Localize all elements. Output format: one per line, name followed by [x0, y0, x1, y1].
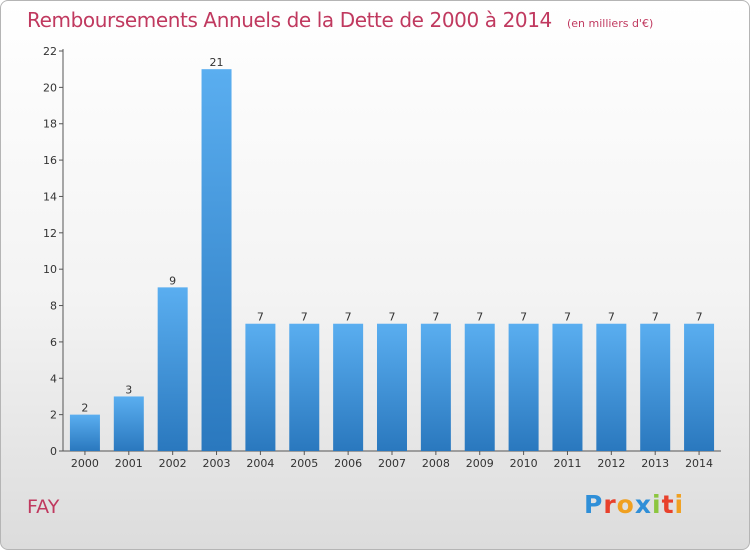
- chart-title-block: Remboursements Annuels de la Dette de 20…: [27, 8, 653, 32]
- y-tick-label: 4: [50, 372, 57, 385]
- y-tick-label: 14: [43, 190, 57, 203]
- bar: [552, 323, 583, 451]
- bar-value-label: 7: [432, 311, 439, 324]
- bar: [289, 323, 320, 451]
- bar-value-label: 7: [389, 311, 396, 324]
- y-tick-label: 12: [43, 227, 57, 240]
- y-tick-label: 0: [50, 445, 57, 458]
- bar: [420, 323, 451, 451]
- bar: [69, 414, 100, 451]
- y-tick-label: 2: [50, 409, 57, 422]
- x-tick-label: 2005: [290, 457, 318, 470]
- bar-value-label: 3: [125, 383, 132, 396]
- bar: [596, 323, 627, 451]
- bar: [333, 323, 364, 451]
- chart-title: Remboursements Annuels de la Dette de 20…: [27, 8, 552, 32]
- y-tick-label: 8: [50, 300, 57, 313]
- x-tick-label: 2009: [466, 457, 494, 470]
- x-tick-label: 2014: [685, 457, 713, 470]
- commune-name: FAY: [27, 496, 60, 518]
- x-tick-label: 2012: [597, 457, 625, 470]
- x-tick-label: 2008: [422, 457, 450, 470]
- y-tick-label: 22: [43, 45, 57, 58]
- bar-value-label: 7: [652, 311, 659, 324]
- bar: [640, 323, 671, 451]
- bar-value-label: 21: [210, 56, 224, 69]
- x-tick-label: 2003: [203, 457, 231, 470]
- logo-letter: i: [652, 490, 662, 519]
- logo-letter: o: [616, 490, 635, 519]
- x-tick-label: 2010: [510, 457, 538, 470]
- x-tick-label: 2013: [641, 457, 669, 470]
- bar-value-label: 7: [301, 311, 308, 324]
- logo-letter: r: [603, 490, 617, 519]
- bar: [377, 323, 407, 451]
- bar-value-label: 7: [696, 311, 703, 324]
- y-tick-label: 20: [43, 81, 57, 94]
- bar: [113, 396, 144, 451]
- x-tick-label: 2000: [71, 457, 99, 470]
- y-tick-label: 18: [43, 118, 57, 131]
- y-tick-label: 16: [43, 154, 57, 167]
- x-tick-label: 2001: [115, 457, 143, 470]
- bar-value-label: 9: [169, 274, 176, 287]
- bar-value-label: 7: [564, 311, 571, 324]
- bar-value-label: 7: [608, 311, 615, 324]
- y-tick-label: 6: [50, 336, 57, 349]
- y-tick-label: 10: [43, 263, 57, 276]
- logo-letter: t: [661, 490, 675, 519]
- bar-value-label: 2: [81, 402, 88, 415]
- chart-subtitle: (en milliers d'€): [566, 17, 654, 30]
- bar: [157, 287, 188, 451]
- logo-letter: i: [674, 490, 685, 519]
- bar: [464, 323, 495, 451]
- x-tick-label: 2011: [553, 457, 581, 470]
- logo-letter: P: [584, 490, 604, 519]
- bar-value-label: 7: [257, 311, 264, 324]
- x-tick-label: 2004: [246, 457, 274, 470]
- bar: [201, 69, 232, 451]
- bar-value-label: 7: [476, 311, 483, 324]
- bar: [508, 323, 539, 451]
- bar: [684, 323, 715, 451]
- logo-letter: x: [634, 490, 652, 519]
- bar-value-label: 7: [345, 311, 352, 324]
- proxiti-logo: Proxiti: [584, 490, 684, 519]
- x-tick-label: 2007: [378, 457, 406, 470]
- bar: [245, 323, 276, 451]
- x-tick-label: 2006: [334, 457, 362, 470]
- x-tick-label: 2002: [159, 457, 187, 470]
- bar-value-label: 7: [520, 311, 527, 324]
